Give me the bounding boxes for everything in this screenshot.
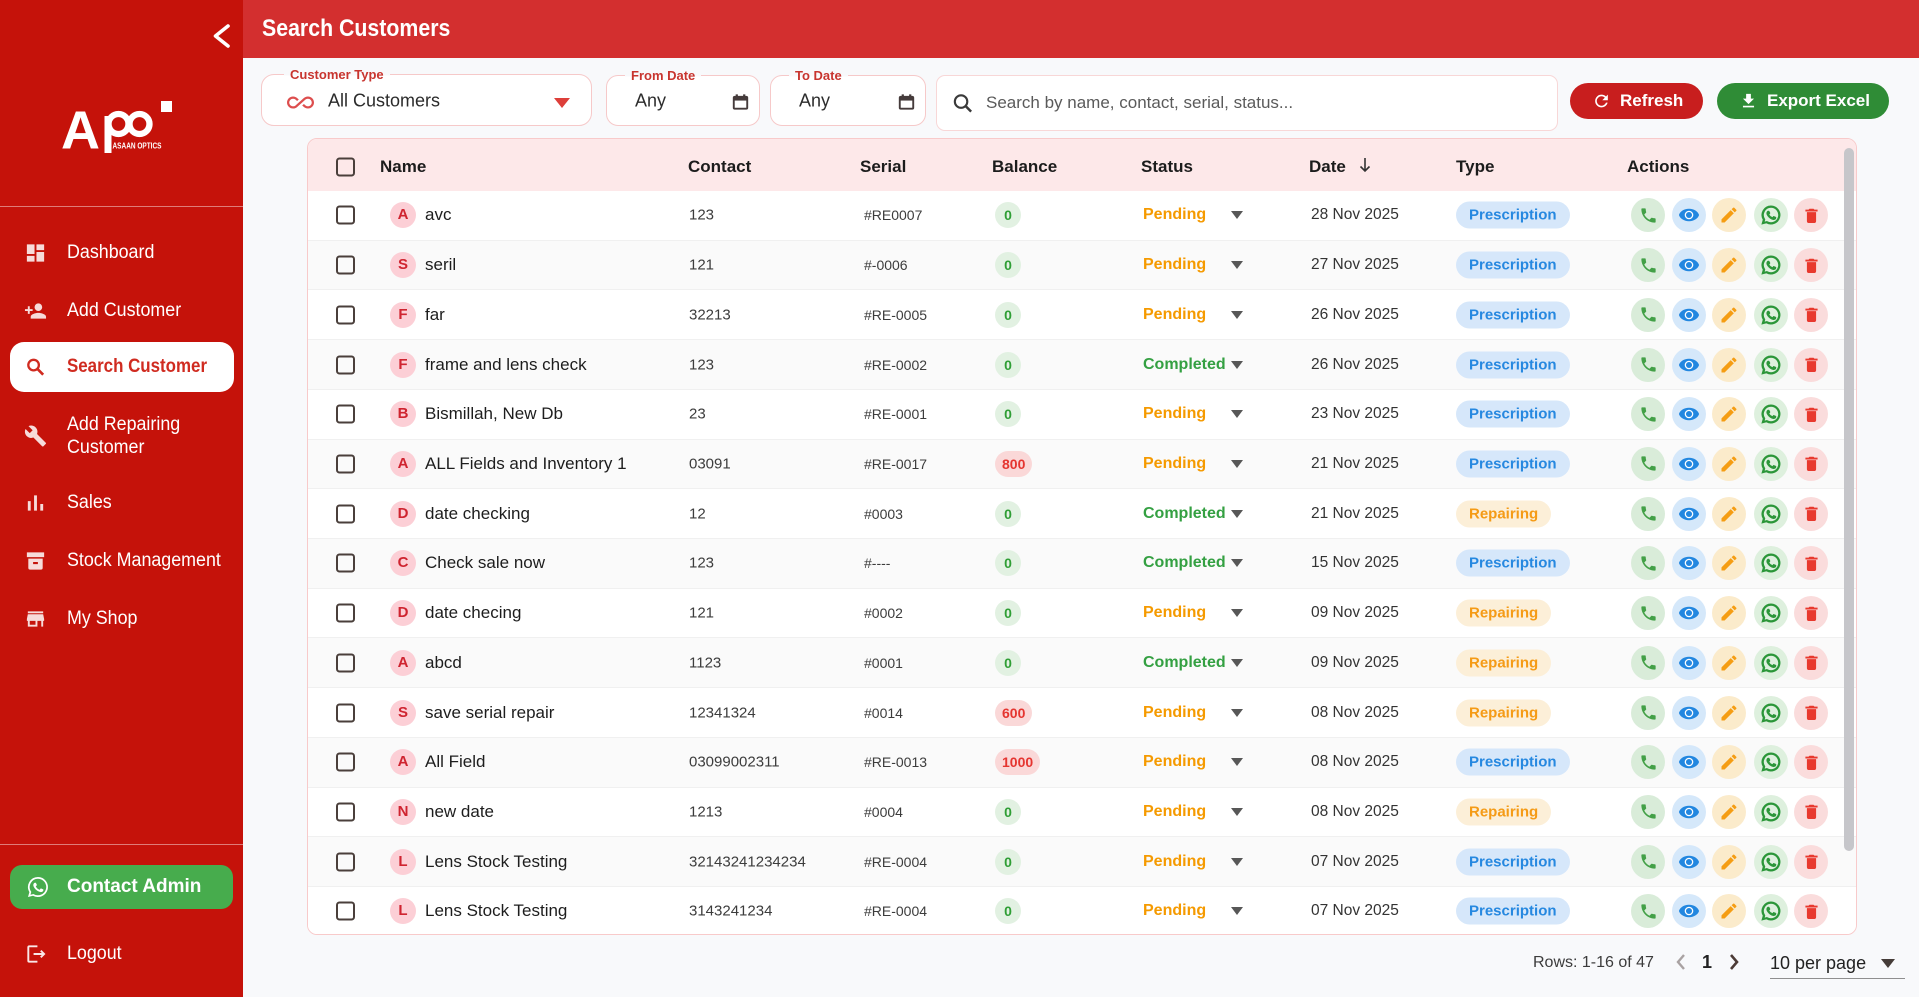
svg-text:ASAAN OPTICS: ASAAN OPTICS: [113, 142, 163, 151]
svg-text:A: A: [62, 101, 100, 158]
